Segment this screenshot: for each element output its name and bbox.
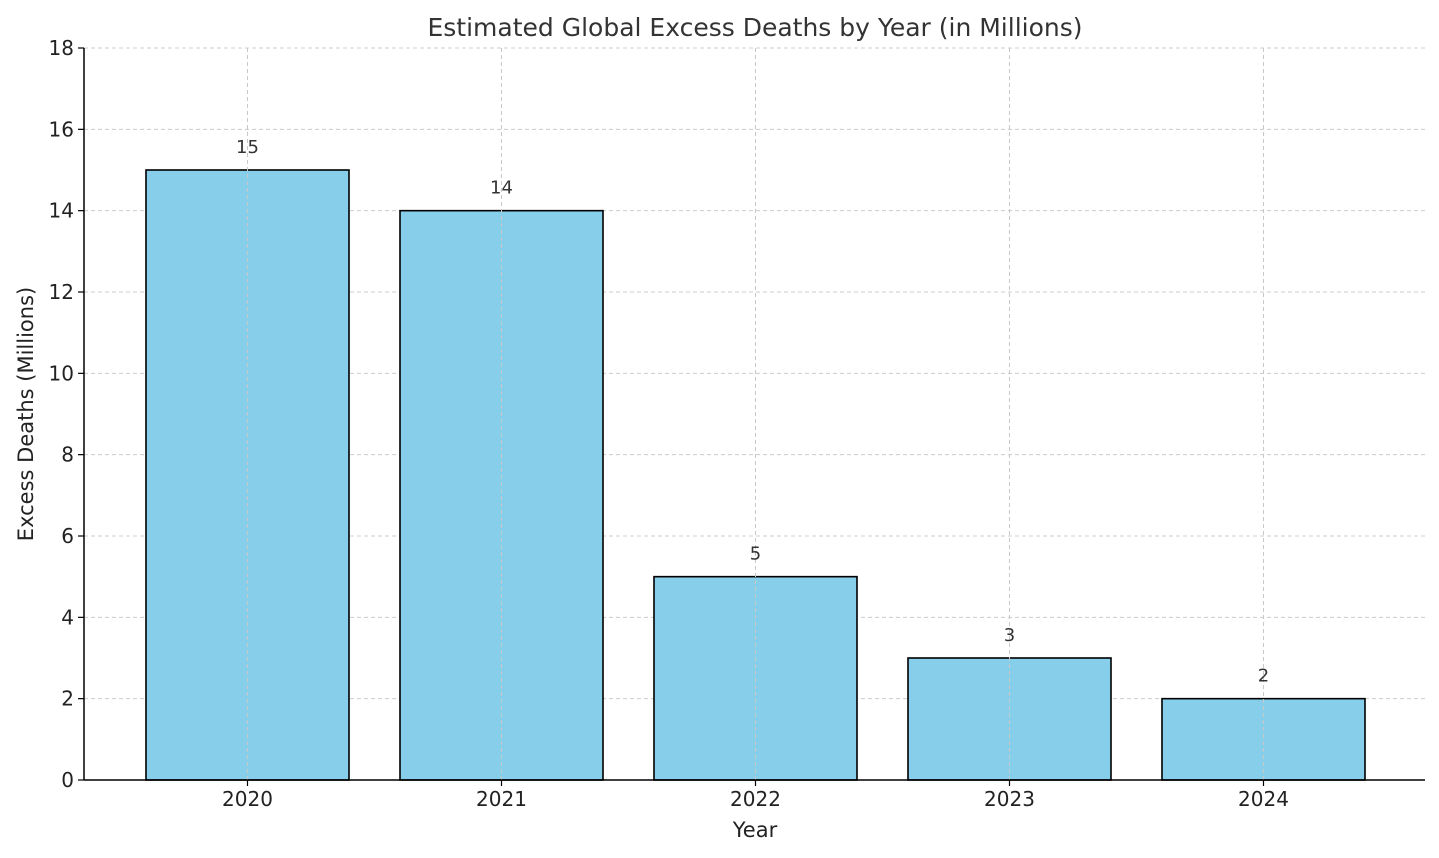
data-label-2021: 14 — [490, 178, 513, 199]
y-tick-label: 2 — [61, 687, 74, 711]
y-tick-label: 8 — [61, 443, 74, 467]
x-ticks: 2020 2021 2022 2023 2024 — [222, 780, 1289, 811]
data-label-2023: 3 — [1004, 625, 1015, 646]
y-tick-label: 0 — [61, 768, 74, 792]
y-tick-label: 10 — [49, 361, 74, 385]
data-label-2020: 15 — [236, 137, 259, 158]
data-label-2022: 5 — [750, 544, 761, 565]
bar-2023 — [907, 657, 1112, 781]
y-tick-label: 4 — [61, 605, 74, 629]
x-tick-label: 2024 — [1238, 787, 1289, 811]
x-tick-label: 2023 — [984, 787, 1035, 811]
x-axis-title: Year — [732, 818, 778, 842]
x-tick-label: 2020 — [222, 787, 273, 811]
x-tick-label: 2021 — [476, 787, 527, 811]
data-label-2024: 2 — [1258, 666, 1269, 687]
y-tick-label: 12 — [49, 280, 74, 304]
y-tick-label: 16 — [49, 117, 74, 141]
y-ticks: 0 2 4 6 8 10 12 14 16 18 — [49, 36, 84, 792]
x-tick-label: 2022 — [730, 787, 781, 811]
y-tick-label: 18 — [49, 36, 74, 60]
y-tick-label: 14 — [49, 199, 74, 223]
y-axis-title: Excess Deaths (Millions) — [14, 287, 38, 541]
y-tick-label: 6 — [61, 524, 74, 548]
axes — [83, 48, 1425, 781]
chart-title: Estimated Global Excess Deaths by Year (… — [427, 13, 1082, 42]
data-labels: 15 14 5 3 2 — [236, 137, 1269, 687]
bar-2024 — [1161, 697, 1366, 781]
